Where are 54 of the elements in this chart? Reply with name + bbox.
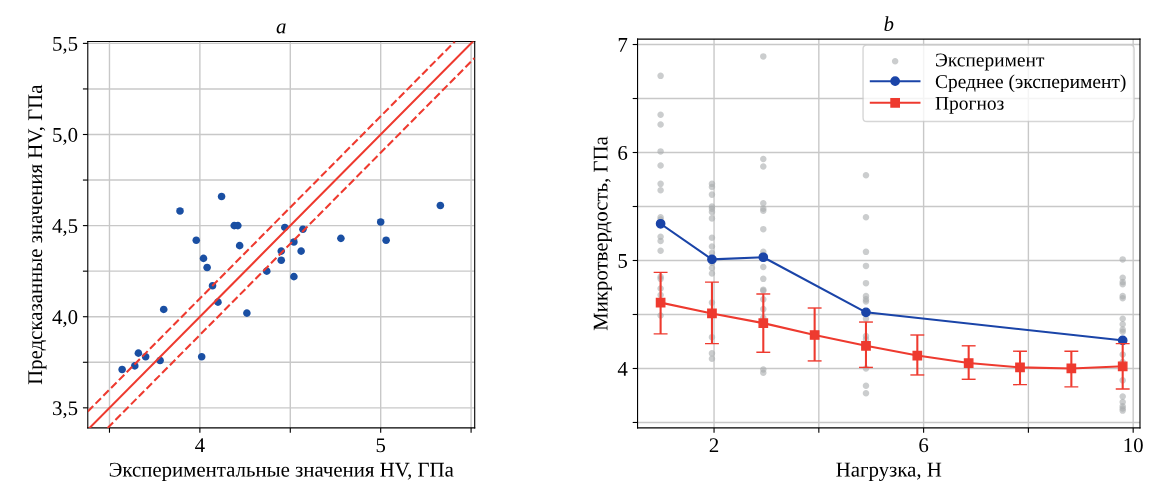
- y-tick-label: 5,0: [53, 127, 78, 145]
- y-tick-label: 3,5: [53, 401, 78, 419]
- point: [192, 236, 201, 244]
- point: [707, 308, 717, 319]
- point: [243, 309, 251, 317]
- legend-label: Среднее (эксперимент): [935, 74, 1126, 93]
- point: [197, 353, 206, 361]
- x-axis-title: Экспериментальные значения HV, ГПа: [109, 462, 454, 481]
- point: [758, 252, 769, 263]
- point: [758, 318, 769, 328]
- point: [1117, 361, 1128, 372]
- legend-label: Прогноз: [935, 96, 1004, 114]
- point: [1015, 362, 1025, 373]
- y-tick-label: 7: [618, 38, 628, 52]
- point: [809, 330, 820, 340]
- x-tick-label: 2: [709, 438, 719, 453]
- point: [235, 241, 244, 250]
- point: [707, 254, 717, 265]
- point: [337, 234, 345, 243]
- x-tick-label: 10: [1124, 438, 1143, 453]
- point: [217, 192, 226, 201]
- point: [1066, 363, 1077, 374]
- x-axis-title: Нагрузка, Н: [836, 462, 942, 481]
- y-tick-label: 4,5: [52, 219, 78, 237]
- point: [176, 207, 184, 215]
- point: [159, 305, 168, 314]
- point: [199, 254, 208, 263]
- point: [297, 247, 305, 255]
- y-tick-label: 4,0: [52, 310, 78, 328]
- point: [655, 218, 666, 229]
- y-tick-label: 5,5: [53, 36, 78, 54]
- point: [118, 365, 126, 374]
- point: [376, 218, 385, 226]
- x-tick-label: 4: [195, 438, 205, 453]
- y-tick-label: 6: [618, 145, 628, 160]
- y-axis-title: Микротвердость, ГПа: [593, 136, 612, 331]
- point: [203, 263, 211, 272]
- y-tick-label: 4: [617, 362, 628, 376]
- point: [436, 201, 445, 210]
- legend-label: Эксперимент: [936, 53, 1045, 71]
- point: [290, 272, 298, 281]
- x-tick-label: 6: [919, 438, 929, 453]
- y-tick-label: 5: [618, 254, 628, 268]
- point: [277, 256, 286, 265]
- point: [134, 349, 143, 357]
- chart-title: b: [884, 16, 894, 31]
- chart-title: a: [276, 23, 286, 34]
- point: [861, 340, 871, 351]
- point: [912, 350, 923, 361]
- x-tick-label: 5: [376, 438, 386, 453]
- point: [963, 358, 974, 368]
- y-axis-title: Предсказанные значения HV, ГПа: [28, 84, 47, 385]
- point: [861, 307, 871, 318]
- point: [382, 236, 390, 244]
